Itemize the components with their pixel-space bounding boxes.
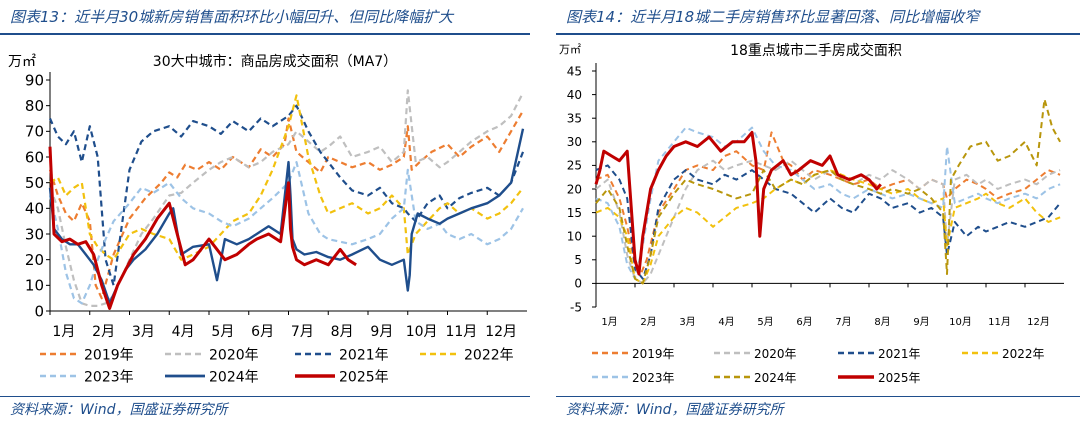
- y-tick-label: 40: [567, 88, 582, 102]
- x-tick-label: 7月: [291, 324, 314, 340]
- series-line-2022年: [49, 94, 524, 261]
- y-tick-label: 70: [25, 123, 44, 141]
- chart-title: 30大中城市：商品房成交面积（MA7）: [153, 53, 397, 70]
- series-line-2022年: [595, 169, 1061, 285]
- y-tick-label: 80: [25, 97, 44, 115]
- y-tick-label: 35: [567, 112, 582, 126]
- series-line-2021年: [595, 164, 1061, 280]
- left-source-note: 资料来源：Wind，国盛证券研究所: [10, 402, 228, 418]
- legend-label: 2021年: [878, 347, 921, 361]
- legend-label: 2022年: [1002, 347, 1045, 361]
- right-figure-title: 图表14：近半月18城二手房销售环比显著回落、同比增幅收窄: [566, 8, 980, 26]
- x-tick-label: 2月: [640, 316, 656, 328]
- series-line-2025年: [48, 146, 357, 310]
- right-chart: 18重点城市二手房成交面积 万㎡ -5 0 5 10 15 20 25 30 35 40 45 1月 2月 3…: [559, 42, 1064, 385]
- series-line-2025年: [594, 130, 882, 276]
- x-tick-label: 11月: [988, 316, 1011, 328]
- legend-label: 2025年: [339, 369, 389, 385]
- legend-label: 2019年: [632, 347, 675, 361]
- right-source-rule: [556, 396, 1080, 397]
- legend-label: 2022年: [464, 347, 514, 363]
- y-tick-label: 10: [25, 277, 44, 295]
- series-line-2024年: [595, 98, 1061, 285]
- x-tick-label: 5月: [211, 324, 234, 340]
- series-line-2021年: [48, 104, 525, 287]
- legend-label: 2023年: [632, 371, 675, 385]
- left-chart: 30大中城市：商品房成交面积（MA7） 万㎡ 0 10 20 30 40 50 60 70 80 90…: [8, 53, 527, 385]
- legend-label: 2020年: [209, 347, 259, 363]
- x-tick-label: 12月: [485, 324, 517, 340]
- series-line-2020年: [48, 89, 524, 307]
- x-tick-label: 3月: [679, 316, 695, 328]
- x-tick-label: 2月: [92, 324, 115, 340]
- left-chart-panel: 图表13：近半月30城新房销售面积环比小幅回升、但同比降幅扩大 30大中城市：商…: [0, 0, 530, 425]
- legend-label: 2021年: [339, 347, 389, 363]
- x-tick-label: 10月: [949, 316, 972, 328]
- right-title-rule: [556, 33, 1080, 35]
- x-tick-label: 3月: [132, 324, 155, 340]
- y-tick-label: 15: [567, 206, 582, 220]
- y-tick-label: 0: [574, 277, 582, 291]
- x-tick-label: 5月: [757, 316, 773, 328]
- legend-label: 2024年: [209, 369, 259, 385]
- x-tick-label: 7月: [835, 316, 851, 328]
- x-tick-label: 11月: [445, 324, 477, 340]
- left-figure-title: 图表13：近半月30城新房销售面积环比小幅回升、但同比降幅扩大: [10, 8, 454, 26]
- legend-label: 2024年: [754, 371, 797, 385]
- y-tick-label: 30: [567, 135, 582, 149]
- x-tick-label: 8月: [874, 316, 890, 328]
- y-tick-label: 50: [25, 174, 44, 192]
- y-tick-label: 10: [567, 230, 582, 244]
- x-tick-label: 12月: [1027, 316, 1050, 328]
- right-chart-panel: 图表14：近半月18城二手房销售环比显著回落、同比增幅收窄 18重点城市二手房成…: [556, 0, 1080, 425]
- x-tick-label: 1月: [601, 316, 617, 328]
- x-tick-label: 9月: [370, 324, 393, 340]
- legend-label: 2023年: [84, 369, 134, 385]
- x-tick-label: 1月: [52, 324, 75, 340]
- right-source-note: 资料来源：Wind，国盛证券研究所: [566, 402, 784, 418]
- y-tick-label: 5: [574, 253, 582, 267]
- legend-label: 2020年: [754, 347, 797, 361]
- y-tick-label: 0: [34, 302, 44, 320]
- x-tick-label: 4月: [172, 324, 195, 340]
- y-axis-unit-label: 万㎡: [559, 43, 581, 56]
- legend-label: 2019年: [84, 347, 134, 363]
- x-tick-label: 8月: [331, 324, 354, 340]
- y-tick-label: 20: [567, 182, 582, 196]
- x-tick-label: 6月: [251, 324, 274, 340]
- chart-title: 18重点城市二手房成交面积: [730, 42, 902, 59]
- x-tick-label: 6月: [796, 316, 812, 328]
- left-title-rule: [0, 33, 530, 35]
- y-tick-label: 45: [567, 64, 582, 78]
- y-tick-label: 90: [25, 71, 44, 89]
- y-tick-label: 20: [25, 251, 44, 269]
- series-line-2020年: [595, 159, 1061, 285]
- y-tick-label: 60: [25, 148, 44, 166]
- y-tick-label: 30: [25, 225, 44, 243]
- y-tick-label: -5: [570, 300, 582, 314]
- x-tick-label: 4月: [718, 316, 734, 328]
- series-line-2019年: [48, 110, 524, 300]
- y-axis-unit-label: 万㎡: [8, 54, 36, 70]
- x-tick-label: 9月: [913, 316, 929, 328]
- y-tick-label: 40: [25, 200, 44, 218]
- y-tick-label: 25: [567, 159, 582, 173]
- x-tick-label: 10月: [406, 324, 438, 340]
- legend-label: 2025年: [878, 371, 921, 385]
- left-source-rule: [0, 396, 530, 397]
- series-line-2019年: [595, 131, 1061, 275]
